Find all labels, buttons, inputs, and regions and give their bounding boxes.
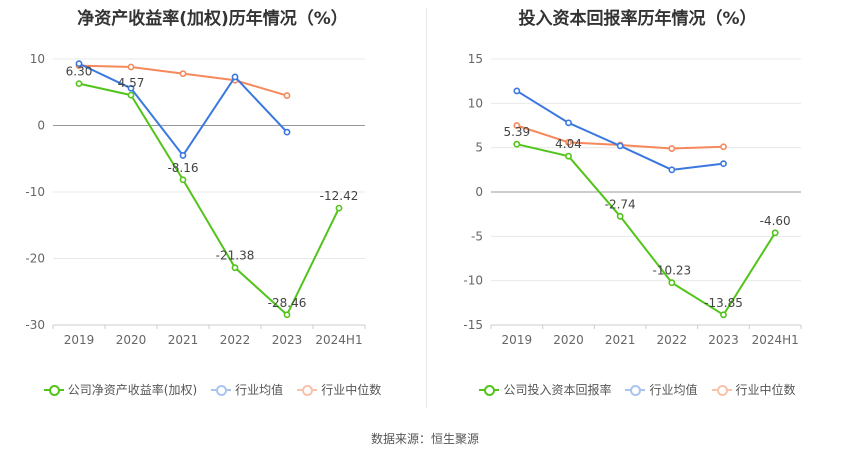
legend-label: 行业中位数 bbox=[321, 383, 382, 397]
legend-line-icon bbox=[211, 384, 232, 396]
data-point bbox=[231, 73, 239, 81]
data-point bbox=[283, 128, 291, 136]
x-tick-label: 2022 bbox=[220, 333, 251, 347]
x-tick-label: 2021 bbox=[168, 333, 199, 347]
data-point bbox=[513, 140, 521, 148]
y-tick-label: -10 bbox=[463, 274, 483, 288]
data-point bbox=[668, 166, 676, 174]
y-tick-label: 10 bbox=[468, 96, 483, 110]
y-tick-label: 10 bbox=[30, 52, 45, 66]
series-line bbox=[516, 90, 724, 171]
y-tick-label: 15 bbox=[468, 52, 483, 66]
data-label: -4.60 bbox=[760, 214, 791, 228]
legend-line-icon bbox=[43, 384, 64, 396]
data-label: 4.57 bbox=[118, 76, 145, 90]
legend-line-icon bbox=[625, 384, 646, 396]
data-point bbox=[127, 91, 135, 99]
x-tick-label: 2020 bbox=[553, 333, 584, 347]
panel-divider bbox=[426, 8, 427, 408]
legend-item-company[interactable]: 公司净资产收益率(加权) bbox=[43, 381, 198, 398]
y-tick-label: -5 bbox=[471, 229, 483, 243]
data-point bbox=[179, 70, 187, 78]
data-point bbox=[75, 60, 83, 68]
x-tick-label: 2021 bbox=[605, 333, 636, 347]
x-tick-label: 2024H1 bbox=[315, 333, 362, 347]
legend-label: 行业均值 bbox=[649, 383, 698, 397]
roic-plot: 15 10 5 0 -5 -10 -15 2019 2020 2021 2022 2023 2024H1… bbox=[463, 52, 802, 347]
data-label: -21.38 bbox=[216, 249, 255, 263]
legend-label: 公司净资产收益率(加权) bbox=[67, 383, 198, 397]
data-label: -13.85 bbox=[704, 296, 743, 310]
y-tick-label: -10 bbox=[25, 185, 45, 199]
data-point bbox=[283, 311, 291, 319]
data-label: -12.42 bbox=[320, 189, 359, 203]
data-label: 5.39 bbox=[503, 125, 530, 139]
x-tick-label: 2024H1 bbox=[752, 333, 799, 347]
roe-plot: 10 0 -10 -20 -30 2019 2020 2021 2022 2023 2024H1 6.… bbox=[25, 52, 366, 347]
data-point bbox=[668, 279, 676, 287]
legend-label: 行业中位数 bbox=[735, 383, 796, 397]
roe-chart-panel: 净资产收益率(加权)历年情况（%） 10 0 -10 -20 -30 2019 2020 20… bbox=[0, 0, 425, 415]
data-point bbox=[668, 145, 676, 152]
roic-chart-panel: 投入资本回报率历年情况（%） 15 10 5 0 -5 -10 -15 2019 2020 202… bbox=[425, 0, 850, 415]
data-point bbox=[565, 138, 572, 146]
legend-item-company[interactable]: 公司投入资本回报率 bbox=[479, 381, 611, 398]
x-tick-label: 2019 bbox=[502, 333, 533, 347]
y-tick-label: 0 bbox=[37, 119, 45, 133]
data-point bbox=[335, 204, 343, 212]
y-tick-label: 0 bbox=[475, 185, 483, 199]
data-point bbox=[771, 229, 779, 237]
series-line bbox=[78, 62, 288, 158]
legend: 公司净资产收益率(加权) 行业均值 行业中位数 bbox=[0, 381, 425, 398]
legend-item-industry-median[interactable]: 行业中位数 bbox=[297, 381, 381, 398]
data-point bbox=[75, 80, 83, 88]
legend-line-icon bbox=[297, 384, 318, 396]
data-point bbox=[283, 92, 291, 99]
data-point bbox=[231, 264, 239, 272]
data-label: -10.23 bbox=[652, 264, 691, 278]
x-tick-label: 2023 bbox=[708, 333, 739, 347]
data-point bbox=[127, 84, 135, 92]
x-tick-label: 2022 bbox=[657, 333, 688, 347]
legend-item-industry-mean[interactable]: 行业均值 bbox=[211, 381, 283, 398]
data-label: 6.30 bbox=[66, 65, 93, 79]
y-tick-label: -30 bbox=[25, 318, 45, 332]
legend-label: 公司投入资本回报率 bbox=[503, 383, 612, 397]
data-source: 数据来源：恒生聚源 bbox=[370, 432, 479, 446]
data-point bbox=[513, 122, 521, 129]
legend: 公司投入资本回报率 行业均值 行业中位数 bbox=[425, 381, 850, 398]
y-tick-label: 5 bbox=[475, 141, 483, 155]
data-label: 4.04 bbox=[555, 137, 582, 151]
data-point bbox=[565, 119, 572, 127]
series-line bbox=[516, 143, 777, 317]
chart-title: 净资产收益率(加权)历年情况（%） bbox=[77, 9, 348, 29]
data-point bbox=[565, 152, 572, 160]
data-label: -8.16 bbox=[167, 161, 198, 175]
data-point bbox=[179, 152, 187, 159]
data-point bbox=[720, 143, 727, 151]
x-tick-label: 2019 bbox=[64, 333, 95, 347]
y-tick-label: -15 bbox=[463, 318, 483, 332]
legend-item-industry-median[interactable]: 行业中位数 bbox=[711, 381, 796, 398]
legend-line-icon bbox=[711, 384, 732, 396]
data-point bbox=[513, 87, 521, 95]
y-tick-label: -20 bbox=[25, 252, 45, 266]
data-point bbox=[616, 212, 624, 220]
legend-line-icon bbox=[479, 384, 500, 396]
data-point bbox=[720, 160, 727, 168]
legend-label: 行业均值 bbox=[235, 383, 284, 397]
data-point bbox=[127, 63, 135, 71]
data-label: -28.46 bbox=[268, 296, 307, 310]
data-point bbox=[179, 176, 187, 184]
chart-title: 投入资本回报率历年情况（%） bbox=[518, 9, 757, 29]
data-point bbox=[616, 142, 624, 150]
data-point bbox=[720, 311, 727, 319]
series-line bbox=[78, 82, 340, 317]
data-label: -2.74 bbox=[605, 197, 636, 211]
legend-item-industry-mean[interactable]: 行业均值 bbox=[625, 381, 698, 398]
x-tick-label: 2023 bbox=[272, 333, 303, 347]
x-tick-label: 2020 bbox=[116, 333, 147, 347]
